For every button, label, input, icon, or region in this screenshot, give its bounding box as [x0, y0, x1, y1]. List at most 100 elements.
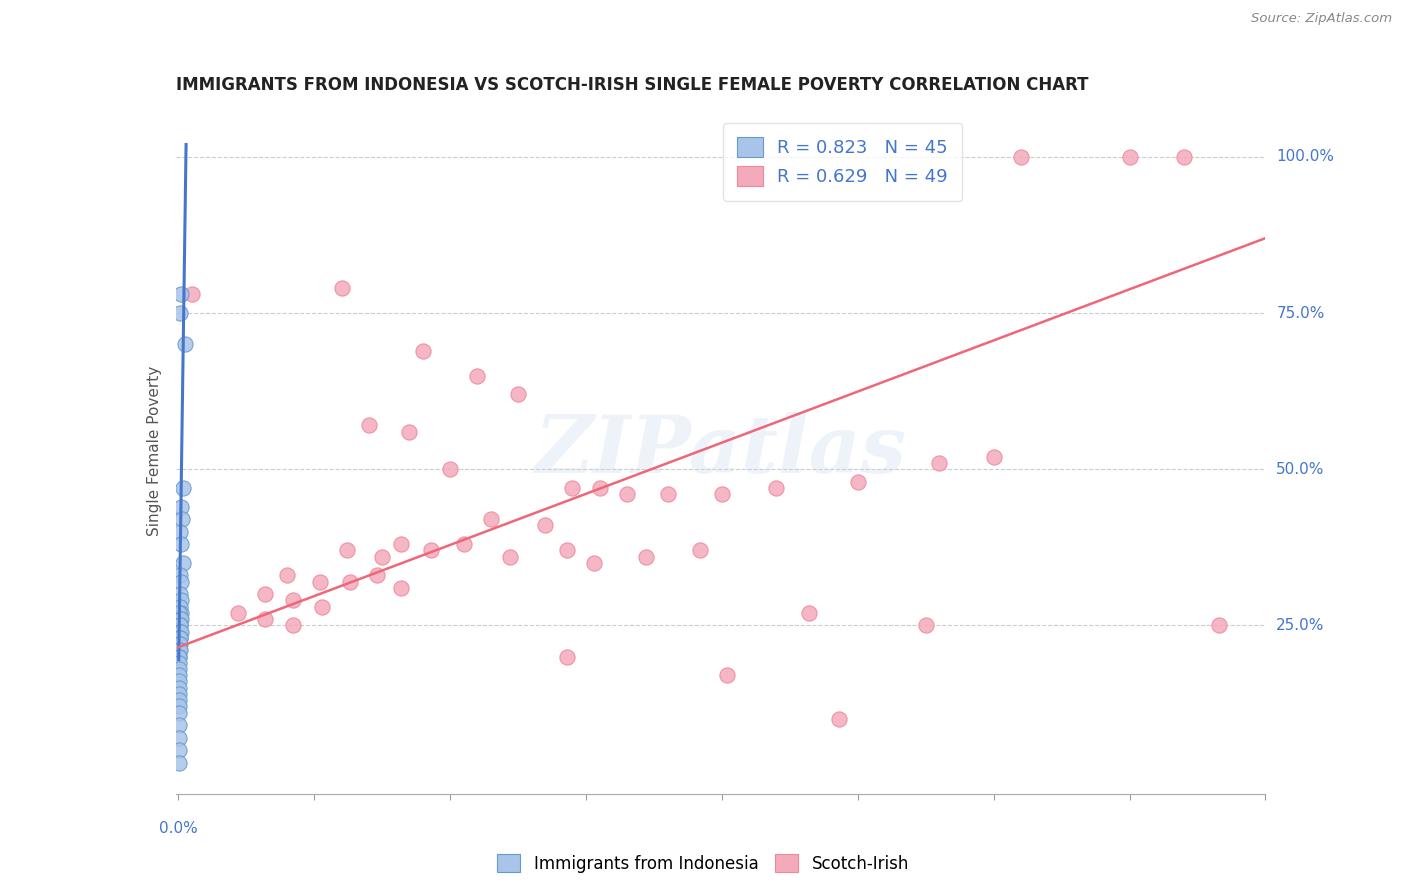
Point	[583, 556, 606, 570]
Point	[167, 693, 190, 707]
Point	[710, 487, 733, 501]
Point	[169, 524, 191, 539]
Text: 0.0%: 0.0%	[159, 822, 198, 837]
Point	[169, 631, 191, 645]
Point	[281, 593, 304, 607]
Point	[254, 612, 277, 626]
Point	[555, 649, 578, 664]
Point	[169, 668, 191, 682]
Point	[167, 631, 190, 645]
Point	[167, 699, 190, 714]
Point	[170, 512, 193, 526]
Point	[167, 662, 190, 676]
Point	[389, 581, 412, 595]
Point	[657, 487, 679, 501]
Text: 50.0%: 50.0%	[1277, 462, 1324, 476]
Point	[167, 687, 190, 701]
Point	[330, 281, 353, 295]
Point	[1118, 150, 1140, 164]
Point	[499, 549, 522, 564]
Point	[1010, 150, 1032, 164]
Point	[169, 624, 191, 639]
Legend: R = 0.823   N = 45, R = 0.629   N = 49: R = 0.823 N = 45, R = 0.629 N = 49	[723, 123, 962, 201]
Point	[479, 512, 502, 526]
Point	[534, 518, 557, 533]
Point	[169, 624, 191, 639]
Point	[398, 425, 420, 439]
Point	[339, 574, 361, 589]
Text: IMMIGRANTS FROM INDONESIA VS SCOTCH-IRISH SINGLE FEMALE POVERTY CORRELATION CHAR: IMMIGRANTS FROM INDONESIA VS SCOTCH-IRIS…	[176, 77, 1088, 95]
Point	[167, 731, 190, 745]
Point	[928, 456, 950, 470]
Point	[561, 481, 583, 495]
Point	[167, 674, 190, 689]
Point	[914, 618, 936, 632]
Point	[828, 712, 851, 726]
Point	[508, 387, 530, 401]
Point	[167, 743, 190, 757]
Point	[167, 681, 190, 695]
Point	[689, 543, 711, 558]
Point	[846, 475, 869, 489]
Point	[169, 593, 191, 607]
Point	[716, 668, 738, 682]
Point	[170, 612, 193, 626]
Point	[308, 574, 330, 589]
Point	[336, 543, 359, 558]
Point	[172, 481, 194, 495]
Point	[439, 462, 461, 476]
Point	[420, 543, 443, 558]
Text: ZIPatlas: ZIPatlas	[534, 412, 907, 489]
Point	[169, 587, 191, 601]
Point	[169, 643, 191, 657]
Point	[983, 450, 1005, 464]
Point	[634, 549, 657, 564]
Point	[254, 587, 277, 601]
Point	[167, 756, 190, 770]
Point	[169, 568, 191, 582]
Point	[797, 606, 820, 620]
Point	[765, 481, 787, 495]
Point	[467, 368, 489, 383]
Point	[226, 606, 249, 620]
Point	[167, 643, 190, 657]
Point	[169, 500, 191, 514]
Point	[366, 568, 388, 582]
Point	[169, 618, 191, 632]
Point	[169, 599, 191, 614]
Text: 75.0%: 75.0%	[1277, 306, 1324, 320]
Point	[169, 649, 191, 664]
Point	[170, 287, 193, 301]
Point	[167, 656, 190, 670]
Point	[169, 631, 191, 645]
Point	[169, 606, 191, 620]
Point	[170, 574, 193, 589]
Point	[169, 637, 191, 651]
Point	[167, 706, 190, 720]
Point	[167, 649, 190, 664]
Point	[174, 337, 197, 351]
Point	[167, 718, 190, 732]
Point	[311, 599, 333, 614]
Point	[170, 606, 193, 620]
Point	[616, 487, 638, 501]
Text: 100.0%: 100.0%	[1277, 150, 1334, 164]
Point	[169, 624, 191, 639]
Legend: Immigrants from Indonesia, Scotch-Irish: Immigrants from Indonesia, Scotch-Irish	[491, 847, 915, 880]
Point	[276, 568, 298, 582]
Point	[371, 549, 394, 564]
Point	[172, 556, 194, 570]
Point	[1208, 618, 1230, 632]
Point	[453, 537, 475, 551]
Point	[588, 481, 610, 495]
Text: Source: ZipAtlas.com: Source: ZipAtlas.com	[1251, 12, 1392, 25]
Text: 25.0%: 25.0%	[1277, 618, 1324, 632]
Point	[389, 537, 412, 551]
Point	[281, 618, 304, 632]
Point	[1173, 150, 1195, 164]
Point	[357, 418, 380, 433]
Point	[555, 543, 578, 558]
Point	[181, 287, 204, 301]
Point	[412, 343, 434, 358]
Y-axis label: Single Female Poverty: Single Female Poverty	[146, 366, 162, 535]
